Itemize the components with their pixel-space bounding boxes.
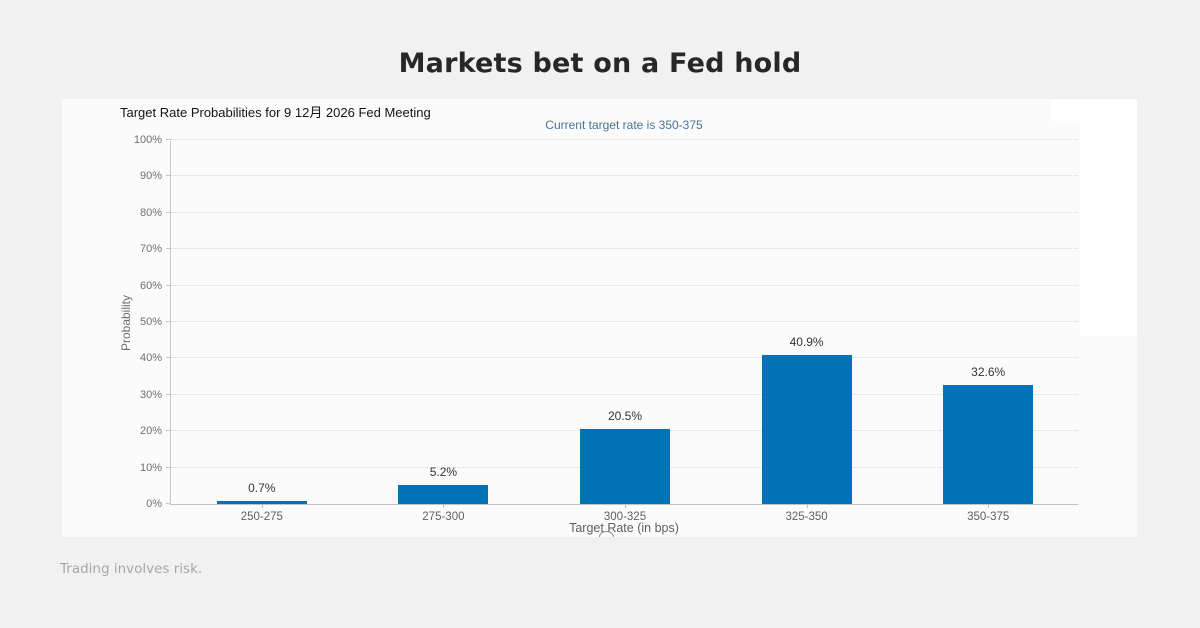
bar-250-275 (216, 501, 307, 504)
gridline-70 (171, 248, 1078, 250)
bar-value-label-350-375: 32.6% (971, 365, 1006, 380)
y-tick-label-0: 0% (146, 498, 162, 510)
y-tick-mark-40 (166, 357, 171, 359)
y-tick-label-60: 60% (139, 279, 162, 292)
erased-watermark-patch-right (1080, 121, 1137, 336)
x-tick-mark-275-300 (443, 504, 445, 508)
y-tick-mark-90 (166, 175, 171, 177)
y-tick-label-100: 100% (133, 134, 162, 146)
y-tick-label-90: 90% (139, 170, 162, 183)
x-tick-label-250-275: 250-275 (240, 511, 283, 523)
gridline-60 (171, 284, 1078, 286)
x-tick-mark-350-375 (988, 504, 990, 508)
bar-value-label-300-325: 20.5% (607, 409, 643, 424)
gridline-100 (171, 139, 1078, 140)
y-tick-mark-100 (166, 139, 171, 140)
y-tick-mark-30 (166, 393, 171, 395)
x-tick-mark-250-275 (261, 504, 263, 508)
x-tick-label-275-300: 275-300 (422, 511, 465, 523)
x-tick-mark-325-350 (806, 504, 808, 508)
y-tick-mark-80 (166, 211, 171, 213)
gridline-30 (171, 393, 1078, 395)
gridline-50 (171, 321, 1078, 322)
gridline-90 (171, 175, 1078, 177)
y-tick-mark-50 (166, 321, 171, 322)
bar-350-375 (943, 385, 1034, 504)
x-tick-mark-300-325 (625, 504, 626, 508)
y-tick-mark-60 (166, 284, 171, 286)
bar-value-label-250-275: 0.7% (248, 481, 276, 496)
bar-300-325 (580, 429, 670, 504)
y-tick-label-80: 80% (139, 206, 162, 219)
x-tick-label-300-325: 300-325 (603, 511, 647, 523)
y-tick-label-10: 10% (139, 461, 162, 474)
x-tick-label-325-350: 325-350 (785, 511, 828, 523)
bar-275-300 (398, 485, 489, 504)
y-tick-label-50: 50% (139, 316, 162, 328)
y-tick-label-20: 20% (139, 425, 162, 438)
gridline-80 (171, 211, 1078, 213)
y-tick-label-30: 30% (139, 388, 162, 401)
x-tick-label-350-375: 350-375 (967, 511, 1010, 523)
bar-value-label-325-350: 40.9% (789, 335, 824, 350)
y-tick-mark-20 (166, 430, 171, 432)
clipped-circle-artifact (599, 531, 614, 537)
y-tick-label-40: 40% (139, 352, 162, 365)
chart-subtitle: Current target rate is 350-375 (545, 118, 703, 132)
y-tick-label-70: 70% (139, 243, 162, 256)
y-tick-mark-10 (166, 466, 171, 468)
plot-area: 0% 10% 20% 30% 40% 50% 60% 70% 80% 90% 100% 0.7% 250… (134, 134, 1078, 523)
page-title: Markets bet on a Fed hold (398, 48, 802, 79)
bar-325-350 (761, 355, 852, 504)
erased-watermark-patch-top (1051, 99, 1137, 121)
chart-card: Target Rate Probabilities for 9 12月 2026… (62, 99, 1137, 537)
disclaimer-text: Trading involves risk. (60, 561, 203, 577)
gridline-40 (171, 357, 1078, 359)
y-tick-mark-0 (166, 503, 171, 504)
x-axis-title: Target Rate (in bps) (569, 521, 679, 535)
chart-title: Target Rate Probabilities for 9 12月 2026… (120, 105, 431, 120)
y-tick-mark-70 (166, 248, 171, 250)
bar-value-label-275-300: 5.2% (429, 465, 458, 480)
